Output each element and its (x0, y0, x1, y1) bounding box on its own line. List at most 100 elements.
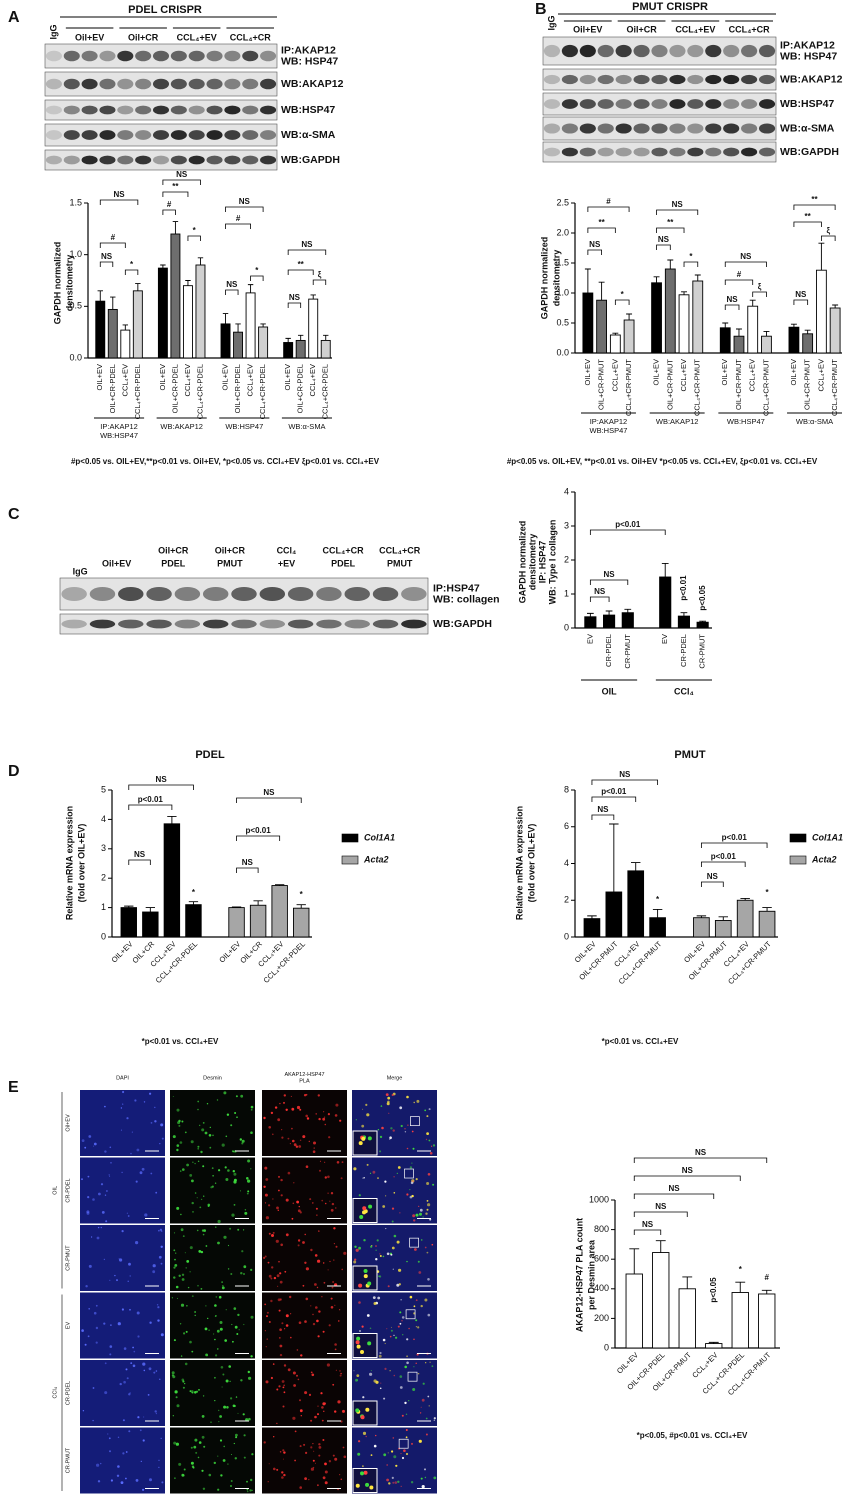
bar (295, 339, 306, 359)
bar (603, 614, 616, 629)
inset-dot (356, 1344, 361, 1349)
significance-label: p<0.01 (138, 795, 164, 804)
y-tick-label: 0 (604, 1342, 609, 1352)
signal-dot (181, 1378, 185, 1382)
signal-dot (214, 1182, 217, 1184)
signal-dot (308, 1478, 310, 1481)
signal-dot (425, 1138, 428, 1141)
signal-dot (276, 1422, 278, 1424)
signal-dot (264, 1330, 266, 1332)
y-tick-label: 1.0 (556, 287, 569, 297)
signal-dot (101, 1211, 105, 1214)
blot-band (633, 74, 650, 85)
micrograph (262, 1157, 347, 1224)
bar (233, 331, 244, 359)
significance-bracket (793, 299, 809, 305)
zoom-box (405, 1309, 416, 1320)
bar (815, 269, 827, 354)
signal-dot (177, 1121, 181, 1125)
error-bar (682, 1276, 693, 1289)
signal-dot (183, 1468, 186, 1471)
signal-dot (250, 1168, 252, 1170)
blot-band (758, 123, 776, 134)
signal-dot (88, 1308, 90, 1310)
blot-row-label: WB:α-SMA (780, 122, 835, 134)
significance-bracket (225, 206, 264, 212)
signal-dot (343, 1455, 347, 1459)
signal-dot (399, 1212, 401, 1214)
signal-dot (318, 1117, 321, 1121)
significance-bracket (287, 249, 327, 255)
blot-band (758, 147, 776, 157)
signal-dot (133, 1350, 136, 1353)
footnote: *p<0.05, #p<0.01 vs. CCl₄+EV (637, 1431, 748, 1440)
signal-dot (125, 1477, 127, 1480)
blot-band (117, 78, 134, 90)
bar (623, 319, 635, 354)
y-tick-label: 0.5 (556, 317, 569, 327)
signal-dot (409, 1295, 413, 1299)
blot-band (81, 50, 98, 62)
signal-dot (148, 1367, 152, 1371)
signal-dot (270, 1299, 273, 1303)
signal-dot (276, 1206, 279, 1210)
signal-dot (333, 1227, 336, 1230)
signal-dot (312, 1466, 315, 1469)
signal-dot (422, 1216, 424, 1218)
x-tick-label: CCL₄+EV (308, 364, 317, 396)
signal-dot (221, 1286, 225, 1290)
signal-dot (357, 1452, 361, 1456)
signal-dot (425, 1362, 427, 1364)
signal-dot (277, 1285, 279, 1287)
lane-label: Oil+CR (128, 32, 159, 42)
bar (132, 290, 143, 359)
signal-dot (265, 1216, 269, 1220)
significance-label: p<0.01 (246, 826, 272, 835)
signal-dot (285, 1198, 289, 1202)
signal-dot (359, 1330, 361, 1332)
signal-dot (321, 1406, 324, 1409)
signal-dot (110, 1324, 112, 1326)
signal-dot (136, 1148, 140, 1152)
signal-dot (279, 1451, 282, 1453)
signal-dot (175, 1285, 179, 1289)
legend-label: Col1A1 (812, 832, 843, 842)
inset-dot (355, 1340, 360, 1345)
signal-dot (312, 1313, 314, 1316)
signal-dot (161, 1481, 164, 1484)
signal-dot (189, 1271, 191, 1273)
signal-dot (427, 1173, 431, 1176)
signal-dot (118, 1258, 120, 1260)
y-axis-label: Relative mRNA expression (64, 806, 74, 920)
blot-band (287, 619, 314, 629)
signal-dot (179, 1141, 183, 1144)
panel-label: C (8, 506, 20, 523)
x-tick-label: OIL+EV (95, 364, 104, 390)
signal-dot (172, 1135, 176, 1139)
footnote: *p<0.01 vs. CCl₄+EV (602, 1037, 679, 1046)
significance-label: NS (740, 252, 752, 261)
blot-band (723, 74, 740, 85)
signal-dot (387, 1096, 391, 1100)
x-tick-label: CCL₄+EV (748, 359, 757, 391)
group-label: WB:HSP47 (727, 417, 765, 426)
signal-dot (432, 1144, 436, 1147)
signal-dot (84, 1146, 87, 1149)
signal-dot (406, 1361, 409, 1365)
signal-dot (399, 1106, 403, 1110)
signal-dot (287, 1137, 290, 1140)
lane-label: PDEL (331, 558, 356, 568)
signal-dot (299, 1211, 302, 1214)
error-bar (696, 915, 707, 918)
blot-band (63, 78, 80, 90)
bar (678, 1288, 696, 1349)
error-bar (124, 905, 134, 908)
signal-dot (390, 1329, 393, 1332)
signal-dot (411, 1442, 413, 1445)
signal-dot (150, 1122, 153, 1124)
blot-band (99, 78, 116, 90)
significance-bracket (236, 835, 281, 841)
signal-dot (119, 1382, 122, 1386)
footnote: *p<0.01 vs. CCl₄+EV (142, 1037, 219, 1046)
signal-dot (119, 1258, 123, 1262)
